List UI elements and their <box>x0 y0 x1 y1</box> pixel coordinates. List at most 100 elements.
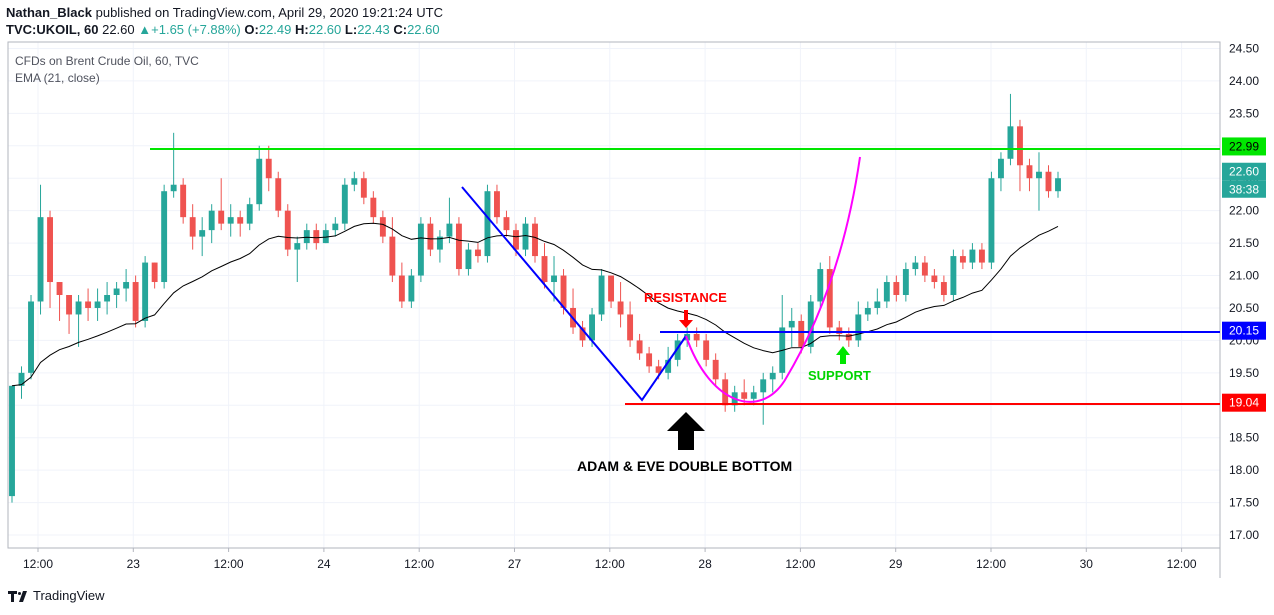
price-axis-ticks: 17.0017.5018.0018.5019.0019.5020.0020.50… <box>1229 41 1259 542</box>
candle-body <box>379 217 386 237</box>
price-tick-label: 24.00 <box>1229 74 1259 88</box>
price-tick-label: 21.00 <box>1229 269 1259 283</box>
price-axis-labels: 22.99 22.60 38:38 20.15 19.04 <box>1222 137 1266 412</box>
candle-body <box>66 295 73 315</box>
candle-body <box>712 359 719 380</box>
drawings: RESISTANCE SUPPORT ADAM & EVE DOUBLE BOT… <box>150 148 1220 474</box>
candle-body <box>817 269 824 302</box>
candle-body <box>1055 178 1061 192</box>
candle-body <box>436 236 443 250</box>
price-label-box <box>1222 162 1266 181</box>
price-tick-label: 22.00 <box>1229 204 1259 218</box>
footer: TradingView <box>8 588 105 603</box>
pattern-label: ADAM & EVE DOUBLE BOTTOM <box>577 458 792 474</box>
candle-body <box>208 210 215 231</box>
candle-body <box>246 204 253 224</box>
ema-line <box>11 222 1059 387</box>
time-tick-label: 24 <box>317 557 331 571</box>
time-tick-label: 28 <box>698 557 712 571</box>
candle-body <box>503 217 510 231</box>
candle-body <box>760 379 767 393</box>
candle-body <box>180 184 187 218</box>
candle-body <box>969 249 976 263</box>
candle-body <box>741 392 748 399</box>
candle-body <box>9 385 15 497</box>
candle-body <box>855 314 862 341</box>
candle-body <box>313 230 320 244</box>
symbol-label[interactable]: TVC:UKOIL, 60 <box>6 22 99 37</box>
candle-body <box>227 217 234 224</box>
price-label-box <box>1222 137 1266 156</box>
price-label-text: 22.99 <box>1229 139 1259 153</box>
candle-body <box>1026 165 1033 179</box>
time-axis-ticks: 12:00 23 12:00 24 12:00 27 12:00 28 12:00 29 12:00… <box>23 548 1197 571</box>
time-tick-label: 12:00 <box>785 557 815 571</box>
time-tick-label: 30 <box>1080 557 1094 571</box>
up-arrow-icon <box>667 412 705 450</box>
candle-body <box>256 158 263 205</box>
candle-body <box>940 282 947 295</box>
candle-body <box>750 392 757 399</box>
candle-body <box>845 333 852 341</box>
candle-body <box>303 230 310 244</box>
price-label-box <box>1222 393 1266 412</box>
low-label: L: <box>344 22 358 37</box>
candle-body <box>18 372 25 386</box>
candle-body <box>218 210 225 224</box>
candle-body <box>608 275 615 302</box>
price-tick-label: 17.00 <box>1229 528 1259 542</box>
candle-body <box>28 301 34 373</box>
candle-body <box>75 301 82 315</box>
candle-body <box>931 275 938 283</box>
candle-body <box>722 379 729 406</box>
author-name[interactable]: Nathan_Black <box>6 5 92 20</box>
candle-body <box>665 359 672 373</box>
time-tick-label: 12:00 <box>1167 557 1197 571</box>
countdown-text: 38:38 <box>1229 183 1259 197</box>
candle-body <box>551 275 557 283</box>
price-tick-label: 18.00 <box>1229 463 1259 477</box>
candle-body <box>693 333 700 341</box>
legend-indicator: EMA (21, close) <box>15 71 100 85</box>
candle-body <box>1007 126 1014 159</box>
candle-body <box>522 223 529 250</box>
price-tick-label: 24.50 <box>1229 41 1259 55</box>
candle-body <box>332 223 339 231</box>
high-label: H: <box>295 22 309 37</box>
time-tick-label: 29 <box>889 557 903 571</box>
price-label-text: 20.15 <box>1229 324 1259 338</box>
candle-body <box>47 217 53 283</box>
time-tick-label: 12:00 <box>595 557 625 571</box>
candle-body <box>189 217 196 237</box>
price-label-text: 22.60 <box>1229 165 1259 179</box>
candle-body <box>484 191 491 257</box>
candle-body <box>465 249 472 270</box>
tradingview-logo-icon <box>8 589 28 603</box>
support-label: SUPPORT <box>808 368 871 383</box>
price-tick-label: 19.50 <box>1229 366 1259 380</box>
candle-body <box>674 340 681 360</box>
candle-body <box>997 158 1004 179</box>
candle-body <box>646 353 653 367</box>
candle-body <box>978 249 985 263</box>
price-tick-label: 21.50 <box>1229 236 1259 250</box>
support-arrow-icon <box>836 346 850 364</box>
candle-body <box>265 158 272 179</box>
candle-body <box>788 320 795 328</box>
candle-body <box>921 262 928 276</box>
candle-body <box>455 223 462 270</box>
candle-body <box>959 256 966 263</box>
candle-body <box>161 191 168 283</box>
candle-body <box>237 217 244 224</box>
tradingview-brand[interactable]: TradingView <box>33 588 105 603</box>
candle-body <box>636 340 643 354</box>
price-label-text: 19.04 <box>1229 396 1259 410</box>
candle-body <box>284 210 291 250</box>
candle-body <box>275 178 282 211</box>
candle-body <box>513 230 519 250</box>
price-tick-label: 23.50 <box>1229 106 1259 120</box>
candle-body <box>85 301 92 308</box>
candle-body <box>589 314 596 341</box>
up-triangle-icon: ▲ <box>138 22 152 37</box>
